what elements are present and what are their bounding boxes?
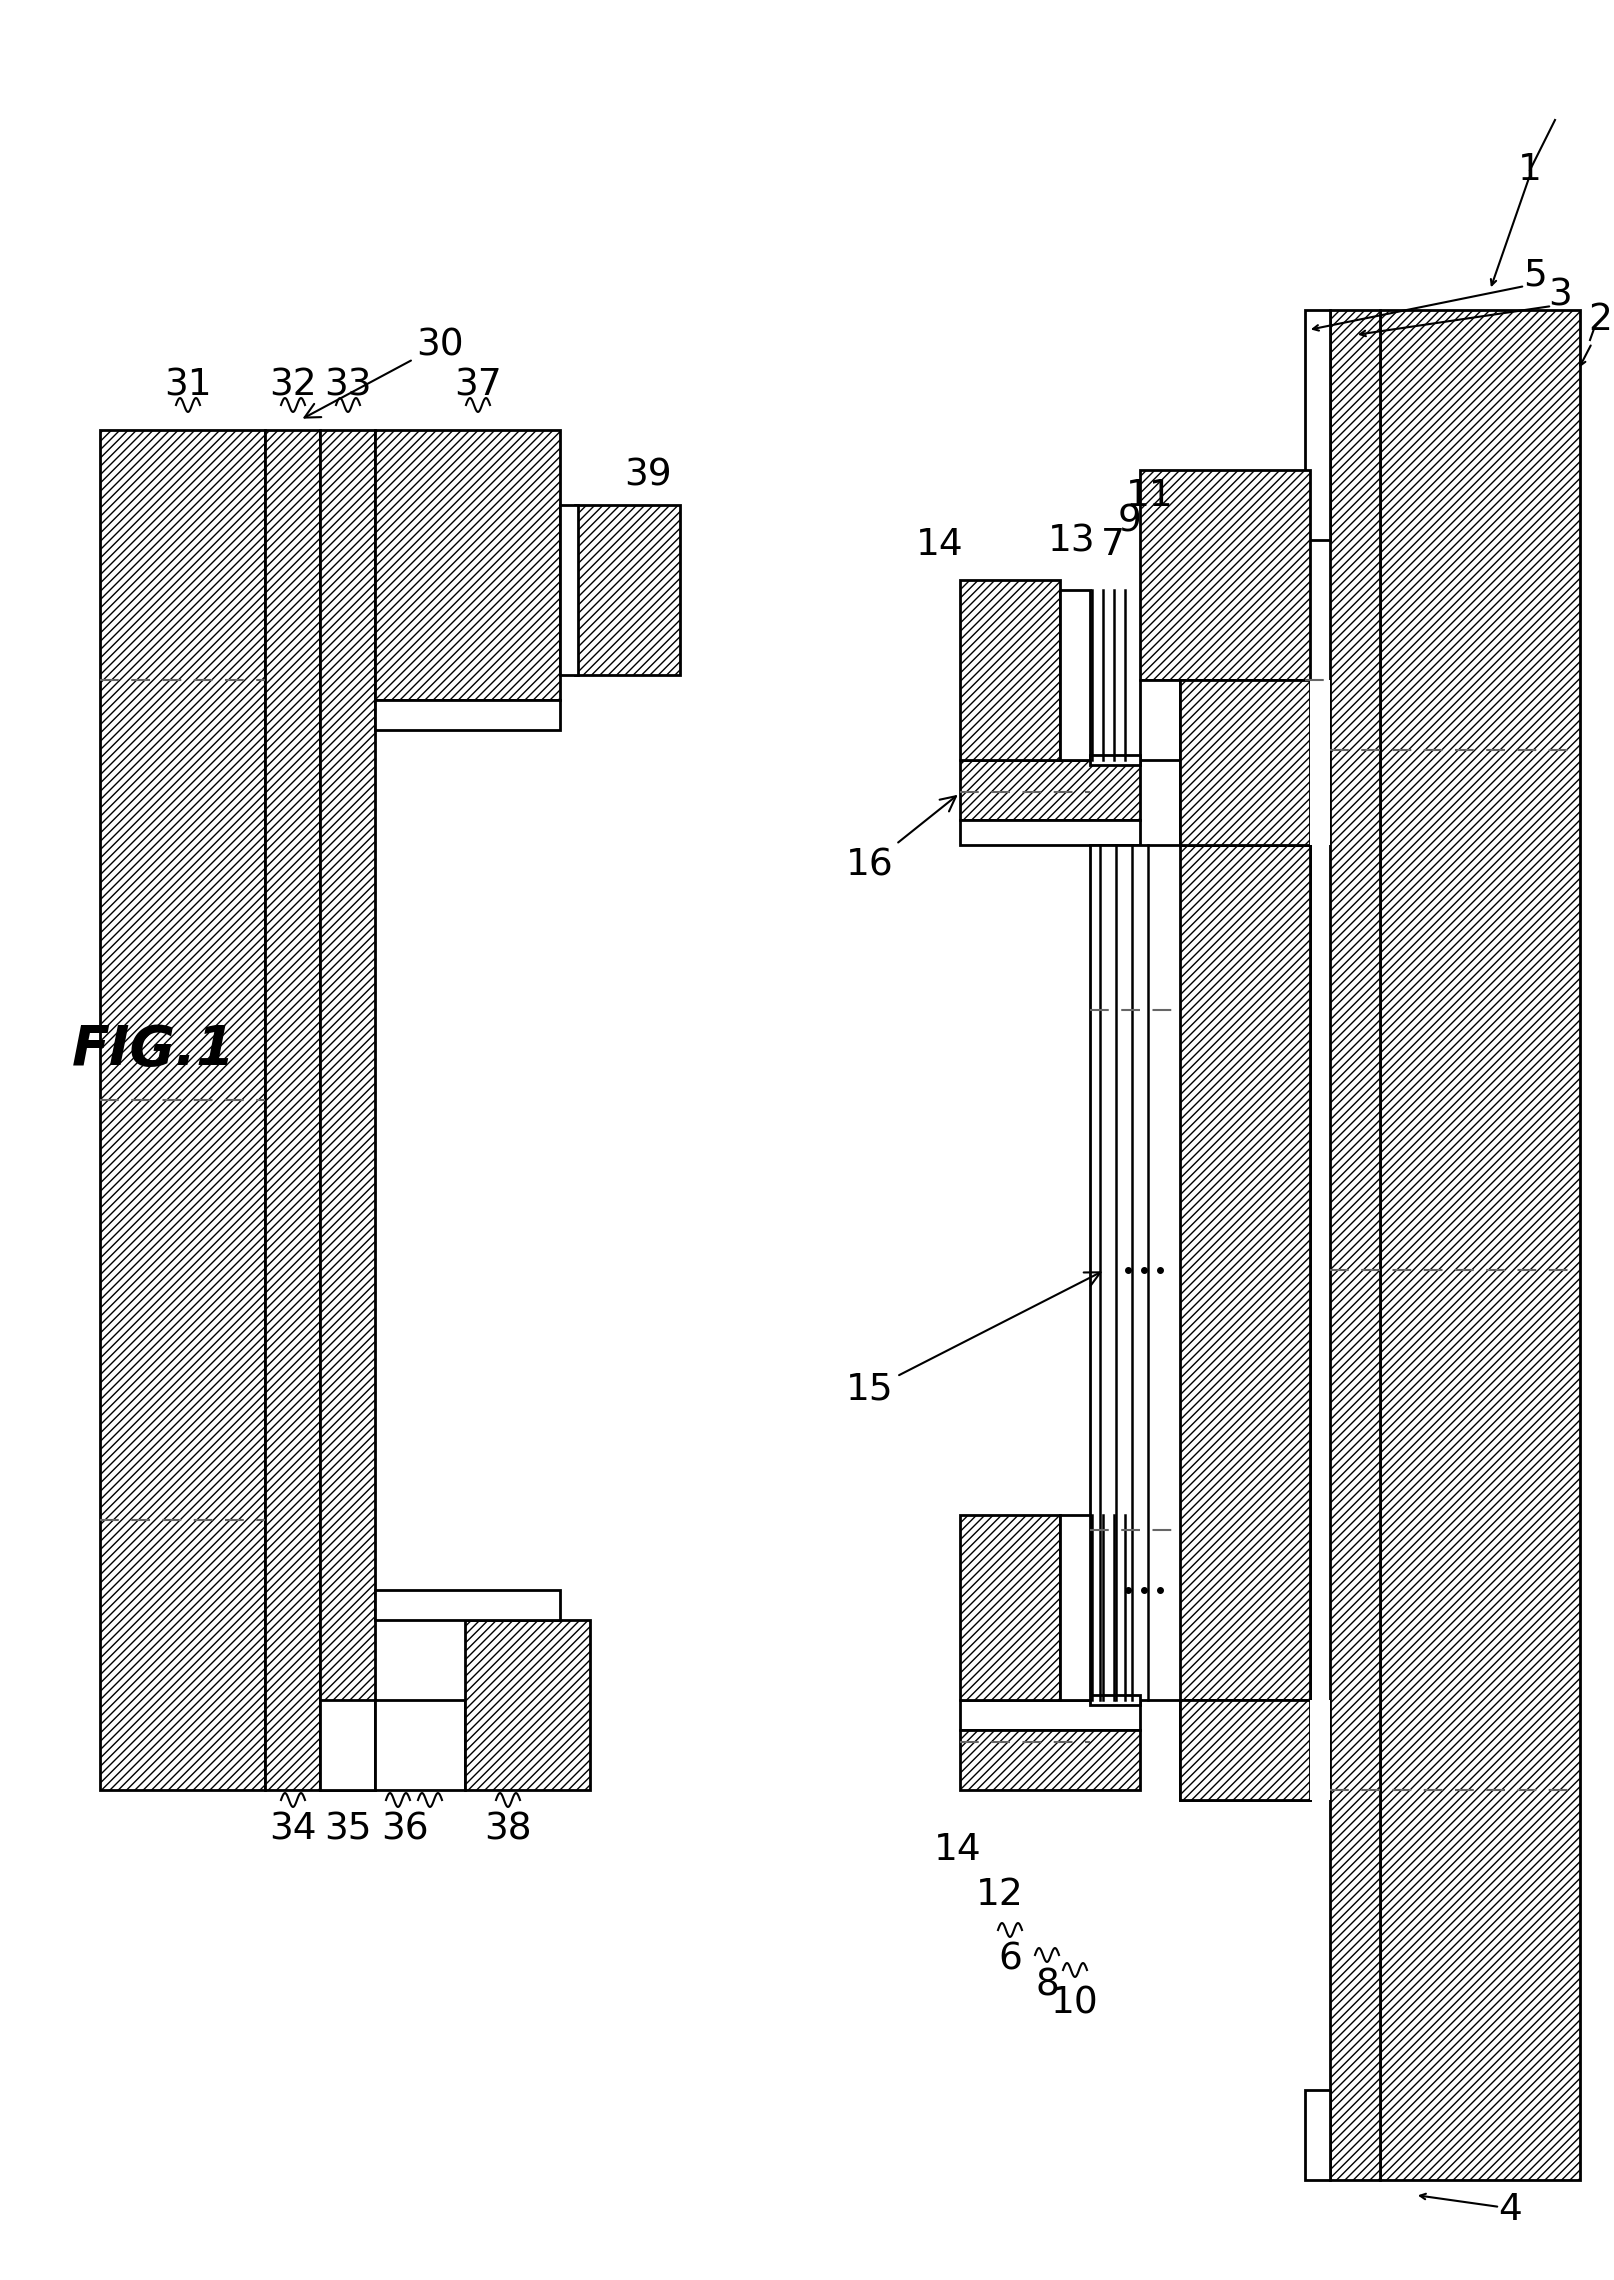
Bar [959, 1701, 1139, 1731]
Text: 33: 33 [324, 367, 371, 404]
Bar [1304, 310, 1330, 540]
Text: 11: 11 [1125, 479, 1173, 513]
Text: 14: 14 [933, 1833, 981, 1867]
Bar [1089, 846, 1309, 1701]
Bar [320, 431, 374, 1790]
Bar [1089, 1694, 1139, 1705]
Text: 36: 36 [381, 1813, 429, 1849]
Bar [959, 579, 1059, 759]
Bar [1304, 2091, 1330, 2180]
Text: 6: 6 [997, 1943, 1022, 1979]
Text: FIG.1: FIG.1 [73, 1024, 236, 1076]
Text: 30: 30 [305, 326, 463, 417]
Bar [1309, 1701, 1330, 1799]
Text: 38: 38 [484, 1813, 531, 1849]
Bar [1180, 1701, 1309, 1799]
Text: 10: 10 [1051, 1986, 1098, 2020]
Text: 9: 9 [1117, 504, 1141, 538]
Bar [560, 504, 578, 675]
Text: 13: 13 [1047, 522, 1096, 559]
Bar [374, 1589, 560, 1621]
Bar [465, 1621, 589, 1790]
Text: 37: 37 [454, 367, 502, 404]
Bar [1059, 591, 1089, 759]
Bar [1180, 1701, 1309, 1799]
Bar [959, 759, 1139, 821]
Text: 5: 5 [1522, 258, 1546, 294]
Text: 16: 16 [846, 796, 955, 882]
Bar [1180, 679, 1309, 846]
Text: 4: 4 [1498, 2191, 1520, 2228]
Bar [1139, 470, 1309, 679]
Bar [1330, 310, 1378, 2180]
Bar [1180, 846, 1309, 1701]
Text: 15: 15 [846, 1272, 1099, 1409]
Bar [100, 431, 265, 1790]
Bar [265, 431, 320, 1790]
Bar [374, 1701, 465, 1790]
Bar [1180, 679, 1309, 846]
Text: 34: 34 [270, 1813, 316, 1849]
Text: 8: 8 [1035, 1968, 1059, 2004]
Text: 32: 32 [270, 367, 316, 404]
Text: 1: 1 [1517, 153, 1541, 187]
Bar [374, 700, 560, 730]
Bar [320, 1701, 374, 1790]
Bar [575, 504, 679, 675]
Bar [959, 821, 1139, 846]
Text: 7: 7 [1101, 527, 1125, 563]
Bar [1089, 755, 1139, 766]
Text: 31: 31 [165, 367, 211, 404]
Bar [1309, 679, 1330, 846]
Bar [959, 1514, 1059, 1701]
Bar [374, 431, 560, 700]
Text: 12: 12 [975, 1876, 1023, 1913]
Text: 35: 35 [324, 1813, 371, 1849]
Bar [1059, 1514, 1089, 1701]
Text: 2: 2 [1587, 301, 1611, 337]
Text: 3: 3 [1548, 276, 1570, 312]
Bar [959, 1731, 1139, 1790]
Text: 39: 39 [623, 456, 671, 492]
Bar [1378, 310, 1578, 2180]
Bar [1139, 679, 1309, 759]
Text: 14: 14 [915, 527, 964, 563]
